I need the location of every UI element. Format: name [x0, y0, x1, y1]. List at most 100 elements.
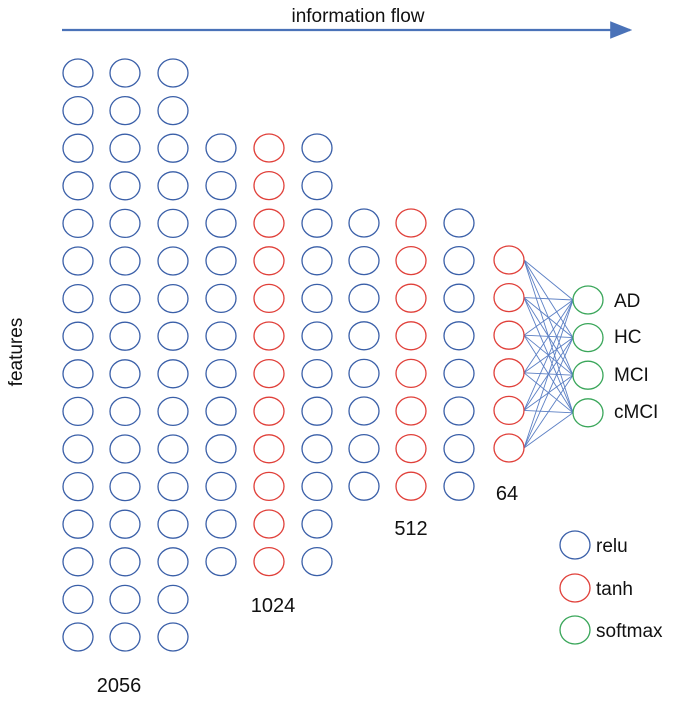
relu-neuron: [348, 358, 380, 389]
relu-neuron: [62, 95, 94, 126]
relu-neuron: [109, 434, 141, 464]
legend: relu tanh softmax: [559, 530, 663, 645]
tanh-neuron: [395, 321, 427, 351]
relu-neuron: [157, 547, 189, 577]
relu-neuron: [301, 358, 333, 389]
tanh-neuron: [253, 133, 285, 163]
relu-neuron: [443, 396, 475, 426]
tanh-neuron: [253, 471, 285, 502]
relu-neuron: [301, 546, 333, 577]
relu-neuron: [205, 170, 237, 201]
relu-neuron: [157, 622, 189, 652]
relu-neuron: [301, 170, 333, 201]
connection-line: [523, 297, 574, 301]
relu-neuron: [157, 208, 189, 239]
tanh-neuron: [253, 170, 285, 201]
title: information flow: [291, 6, 424, 27]
softmax-neuron: [572, 360, 604, 390]
relu-neuron: [205, 358, 237, 389]
relu-neuron: [301, 208, 333, 238]
relu-neuron: [109, 584, 141, 615]
relu-neuron: [205, 283, 237, 314]
relu-neuron: [157, 171, 189, 201]
relu-neuron: [62, 471, 94, 502]
relu-neuron: [348, 208, 380, 238]
tanh-neuron: [253, 246, 285, 276]
connection-line: [523, 337, 574, 449]
relu-neuron: [62, 321, 94, 351]
relu-neuron: [62, 133, 94, 163]
connections: [523, 259, 574, 449]
connection-line: [523, 299, 574, 411]
relu-neuron: [109, 622, 141, 652]
tanh-neuron: [395, 283, 427, 313]
connection-line: [523, 412, 574, 449]
relu-neuron: [301, 434, 333, 464]
relu-neuron: [348, 396, 380, 426]
relu-neuron: [205, 208, 237, 238]
relu-neuron: [157, 471, 189, 502]
layer-size-label-64: 64: [496, 483, 518, 505]
tanh-neuron: [253, 509, 285, 539]
relu-neuron: [109, 471, 141, 502]
relu-neuron: [301, 283, 333, 314]
connection-line: [523, 299, 574, 374]
relu-neuron: [301, 396, 333, 426]
relu-neuron: [443, 321, 475, 351]
tanh-neuron: [395, 433, 427, 464]
relu-neuron: [205, 246, 237, 276]
relu-neuron: [157, 509, 189, 539]
relu-neuron: [157, 133, 189, 163]
relu-neuron: [62, 622, 94, 652]
relu-neuron: [62, 208, 94, 239]
layer-size-label-1024: 1024: [251, 595, 296, 617]
output-label-cmci: cMCI: [614, 402, 658, 423]
legend-softmax-label: softmax: [596, 621, 663, 642]
relu-neuron: [109, 547, 141, 577]
relu-neuron: [443, 433, 475, 464]
legend-softmax-swatch: [559, 615, 591, 645]
legend-tanh-swatch: [559, 573, 591, 603]
relu-neuron: [443, 283, 475, 313]
relu-neuron: [62, 434, 94, 464]
relu-neuron: [348, 283, 380, 313]
connection-line: [523, 299, 574, 336]
nodes: [62, 58, 604, 652]
tanh-neuron: [395, 208, 427, 238]
tanh-neuron: [395, 245, 427, 276]
relu-neuron: [443, 245, 475, 276]
tanh-neuron: [395, 358, 427, 389]
connection-line: [523, 259, 574, 301]
relu-neuron: [348, 433, 380, 464]
layer-size-label-512: 512: [394, 518, 427, 540]
relu-neuron: [348, 321, 380, 351]
relu-neuron: [348, 245, 380, 276]
relu-neuron: [157, 321, 189, 351]
legend-tanh-label: tanh: [596, 579, 633, 600]
relu-neuron: [109, 208, 141, 239]
relu-neuron: [62, 171, 94, 201]
relu-neuron: [62, 547, 94, 577]
relu-neuron: [157, 95, 189, 126]
tanh-neuron: [253, 321, 285, 351]
relu-neuron: [109, 321, 141, 351]
relu-neuron: [109, 171, 141, 201]
relu-neuron: [348, 471, 380, 501]
relu-neuron: [443, 358, 475, 389]
layer-size-label-2056: 2056: [97, 675, 142, 697]
relu-neuron: [301, 509, 333, 539]
tanh-neuron: [493, 320, 525, 350]
relu-neuron: [62, 584, 94, 615]
relu-neuron: [157, 396, 189, 427]
relu-neuron: [157, 246, 189, 276]
relu-neuron: [205, 509, 237, 539]
tanh-neuron: [253, 396, 285, 426]
relu-neuron: [109, 246, 141, 276]
relu-neuron: [205, 321, 237, 351]
softmax-neuron: [572, 322, 604, 353]
relu-neuron: [109, 509, 141, 539]
tanh-neuron: [493, 395, 525, 426]
relu-neuron: [62, 246, 94, 276]
softmax-neuron: [572, 285, 604, 315]
relu-neuron: [109, 359, 141, 389]
